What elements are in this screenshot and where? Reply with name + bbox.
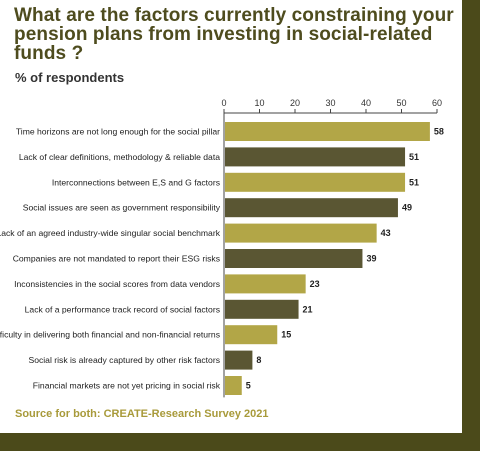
value-label: 15	[281, 330, 291, 340]
category-label: Financial markets are not yet pricing in…	[33, 381, 221, 391]
x-tick-label: 30	[325, 98, 335, 108]
value-label: 23	[310, 279, 320, 289]
chart-title: What are the factors currently constrain…	[14, 5, 454, 64]
x-tick-label: 50	[396, 98, 406, 108]
bar	[225, 122, 430, 141]
x-tick-label: 20	[290, 98, 300, 108]
bar	[225, 299, 299, 319]
bar	[225, 325, 278, 345]
bar	[225, 198, 398, 218]
x-tick-label: 60	[432, 98, 442, 108]
frame-shadow-bottom	[0, 432, 480, 451]
bar	[225, 249, 363, 268]
x-tick-label: 0	[221, 98, 226, 108]
bar	[225, 172, 406, 192]
category-label: Companies are not mandated to report the…	[13, 254, 220, 264]
category-label: Inconsistencies in the social scores fro…	[14, 279, 220, 289]
category-label: Lack of an agreed industry-wide singular…	[0, 228, 221, 238]
bar	[225, 376, 242, 395]
value-label: 49	[402, 203, 412, 213]
x-tick-label: 10	[254, 98, 264, 108]
value-label: 51	[409, 177, 419, 187]
bar	[225, 274, 306, 294]
value-label: 21	[303, 304, 313, 314]
value-label: 51	[409, 152, 419, 162]
x-tick-label: 40	[361, 98, 371, 108]
chart-subtitle: % of respondents	[15, 70, 125, 85]
category-label: Lack of a performance track record of so…	[25, 304, 220, 314]
chart-card: What are the factors currently constrain…	[0, 5, 454, 420]
bar	[225, 350, 253, 370]
value-label: 5	[246, 381, 251, 391]
category-label: Interconnections between E,S and G facto…	[52, 177, 220, 187]
bar	[225, 223, 377, 243]
value-label: 43	[381, 228, 391, 238]
value-label: 39	[366, 254, 376, 264]
value-label: 8	[256, 355, 261, 365]
category-label: Difficulty in delivering both financial …	[0, 330, 220, 340]
source-note: Source for both: CREATE-Research Survey …	[15, 408, 269, 420]
bar	[225, 147, 406, 167]
frame-shadow-right	[461, 0, 480, 451]
category-label: Lack of clear definitions, methodology &…	[19, 152, 220, 162]
category-label: Social issues are seen as government res…	[23, 203, 221, 213]
category-label: Social risk is already captured by other…	[28, 355, 220, 365]
bar-chart: 0 10 20 30 40 50 60 Time horizons are not long …	[0, 98, 444, 398]
value-label: 58	[434, 127, 444, 137]
category-label: Time horizons are not long enough for th…	[16, 127, 220, 137]
